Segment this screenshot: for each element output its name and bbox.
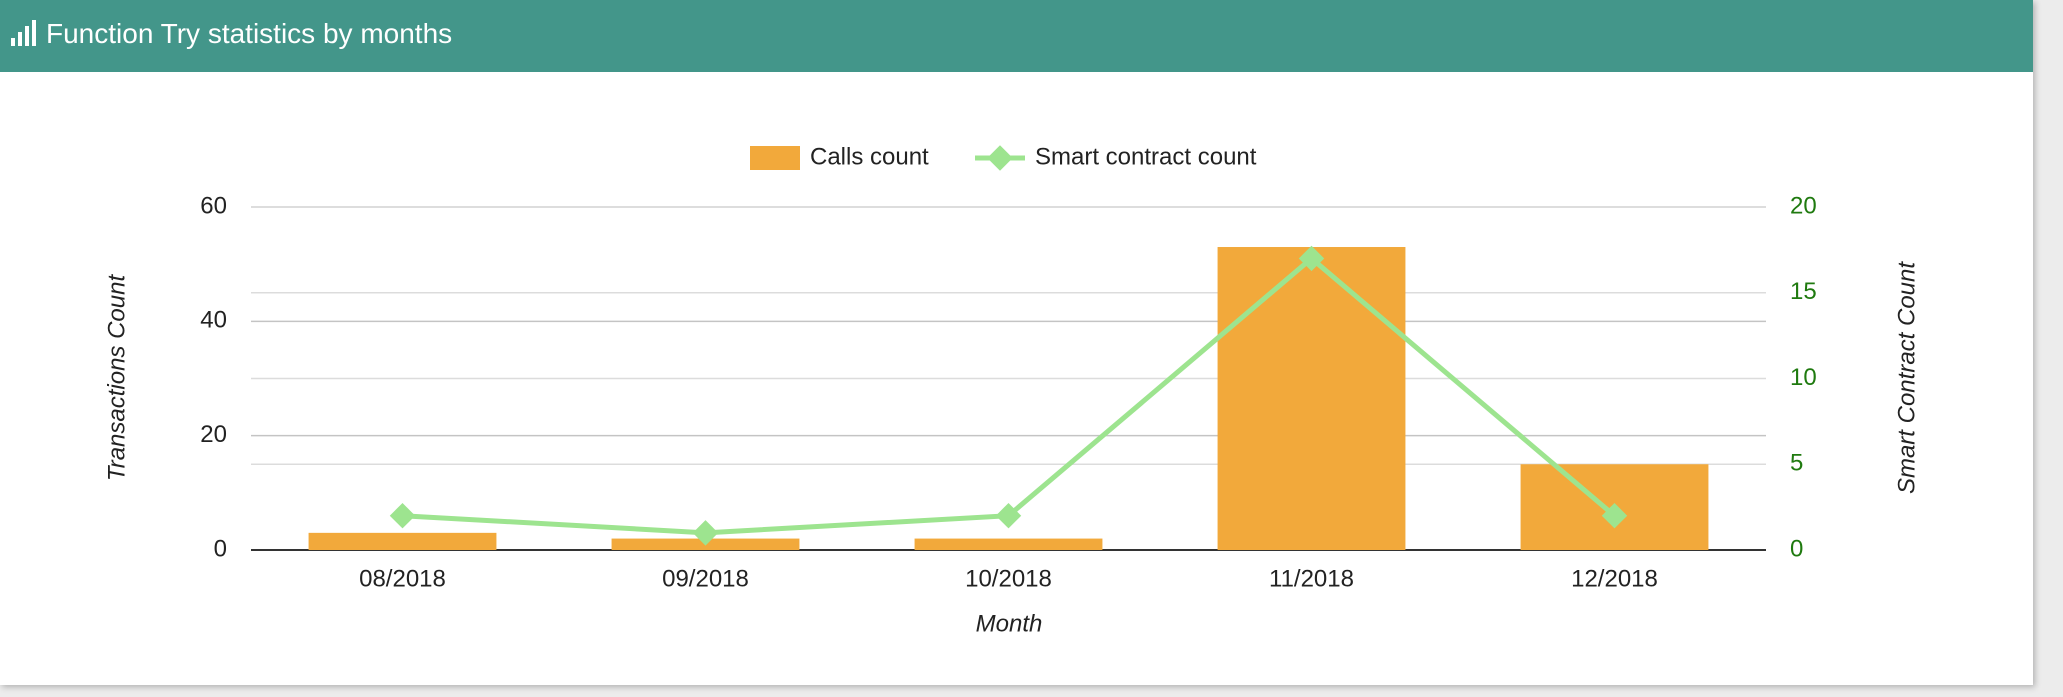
marker	[389, 502, 416, 529]
y-tick-label: 20	[200, 421, 227, 448]
marker	[995, 502, 1022, 529]
x-tick-label: 08/2018	[359, 565, 446, 592]
chart: Transactions Count Smart Contract Count …	[103, 143, 1920, 637]
y2-tick-label: 0	[1790, 535, 1803, 562]
x-tick-label: 10/2018	[965, 565, 1052, 592]
x-tick-label: 12/2018	[1571, 565, 1658, 592]
chart-icon	[11, 20, 36, 46]
legend-swatch	[987, 145, 1013, 171]
y-tick-label: 0	[214, 535, 227, 562]
bar	[914, 538, 1103, 550]
bar	[308, 532, 497, 550]
header: Function Try statistics by months	[0, 0, 2033, 72]
legend-label: Smart contract count	[1035, 143, 1257, 170]
y-tick-label: 60	[200, 192, 227, 219]
marker	[692, 520, 719, 546]
legend-swatch	[750, 146, 800, 170]
card: Function Try statistics by months Transa…	[0, 0, 2033, 685]
y2-tick-label: 15	[1790, 278, 1817, 305]
line	[402, 255, 1617, 536]
y-axis-title: Transactions Count	[103, 274, 130, 482]
bar	[1217, 247, 1406, 550]
header-title: Function Try statistics by months	[46, 18, 453, 49]
x-tick-label: 09/2018	[662, 565, 749, 592]
y2-tick-label: 20	[1790, 192, 1817, 219]
y2-tick-label: 10	[1790, 364, 1817, 391]
y2-axis-title: Smart Contract Count	[1893, 261, 1920, 494]
y-tick-label: 40	[200, 307, 227, 334]
legend-label: Calls count	[810, 143, 929, 170]
y2-tick-label: 5	[1790, 450, 1803, 477]
x-axis-title: Month	[976, 610, 1043, 637]
x-tick-label: 11/2018	[1269, 565, 1354, 592]
